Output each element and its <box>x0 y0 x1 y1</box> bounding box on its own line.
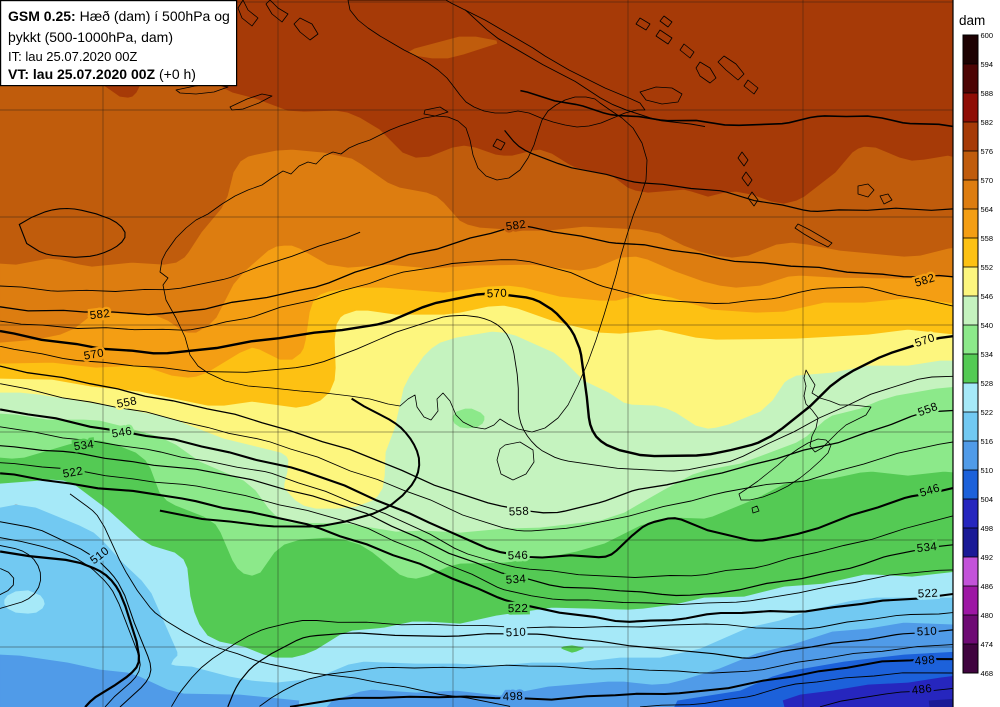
svg-text:510: 510 <box>981 466 994 475</box>
svg-text:522: 522 <box>508 603 529 615</box>
svg-text:492: 492 <box>981 553 994 562</box>
svg-text:GSM 0.25: Hæð (dam) í 500hPa o: GSM 0.25: Hæð (dam) í 500hPa og <box>8 8 230 24</box>
svg-text:dam: dam <box>959 13 985 28</box>
svg-text:IT: lau 25.07.2020 00Z: IT: lau 25.07.2020 00Z <box>8 49 137 64</box>
svg-text:534: 534 <box>505 573 526 586</box>
svg-text:558: 558 <box>509 506 530 519</box>
svg-text:600: 600 <box>981 31 994 40</box>
svg-text:564: 564 <box>981 205 994 214</box>
svg-text:582: 582 <box>981 118 994 127</box>
svg-text:468: 468 <box>981 669 994 678</box>
svg-text:486: 486 <box>981 582 994 591</box>
svg-text:522: 522 <box>981 408 994 417</box>
svg-text:504: 504 <box>981 495 994 504</box>
svg-text:540: 540 <box>981 321 994 330</box>
svg-text:516: 516 <box>981 437 994 446</box>
svg-text:480: 480 <box>981 611 994 620</box>
svg-text:546: 546 <box>981 292 994 301</box>
svg-text:582: 582 <box>89 308 111 322</box>
svg-text:510: 510 <box>917 626 938 639</box>
svg-text:486: 486 <box>911 683 933 697</box>
svg-text:558: 558 <box>981 234 994 243</box>
svg-text:582: 582 <box>505 219 527 234</box>
svg-text:498: 498 <box>503 691 524 704</box>
svg-text:528: 528 <box>981 379 994 388</box>
svg-text:576: 576 <box>981 147 994 156</box>
svg-text:510: 510 <box>506 627 527 640</box>
svg-text:522: 522 <box>918 588 939 601</box>
svg-text:546: 546 <box>508 550 529 563</box>
svg-text:570: 570 <box>981 176 994 185</box>
svg-text:570: 570 <box>487 288 508 301</box>
svg-text:534: 534 <box>981 350 994 359</box>
svg-text:498: 498 <box>914 654 935 668</box>
svg-text:534: 534 <box>916 541 938 555</box>
svg-text:588: 588 <box>981 89 994 98</box>
svg-text:474: 474 <box>981 640 994 649</box>
svg-text:498: 498 <box>981 524 994 533</box>
svg-text:VT: lau 25.07.2020 00Z (+0 h): VT: lau 25.07.2020 00Z (+0 h) <box>8 66 196 82</box>
svg-text:534: 534 <box>73 439 95 454</box>
svg-text:þykkt (500-1000hPa, dam): þykkt (500-1000hPa, dam) <box>8 29 173 45</box>
svg-text:552: 552 <box>981 263 994 272</box>
svg-text:594: 594 <box>981 60 994 69</box>
